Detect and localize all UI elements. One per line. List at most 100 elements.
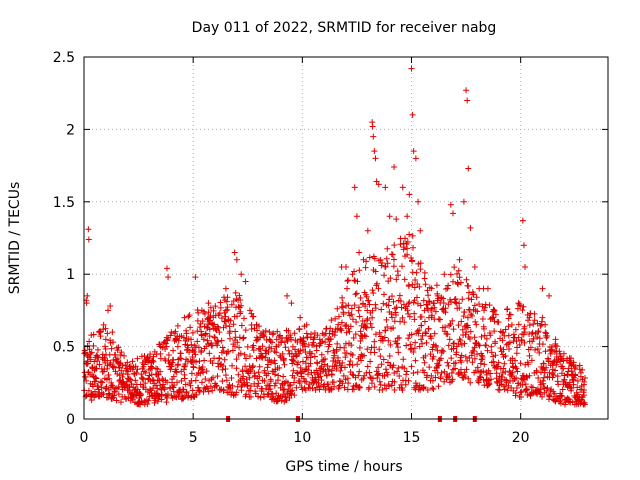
data-point xyxy=(526,314,533,321)
data-point xyxy=(471,344,478,351)
data-point xyxy=(539,341,546,348)
data-point xyxy=(100,391,107,398)
data-point xyxy=(232,328,239,335)
data-point xyxy=(151,399,158,406)
data-point xyxy=(101,354,108,361)
data-point xyxy=(256,363,263,370)
data-point xyxy=(417,227,424,234)
data-point xyxy=(506,346,513,353)
data-point xyxy=(92,378,99,385)
data-point xyxy=(530,321,537,328)
data-point xyxy=(531,310,538,317)
data-point xyxy=(405,283,412,290)
data-point xyxy=(121,352,128,359)
data-point xyxy=(418,336,425,343)
data-point xyxy=(163,265,170,272)
data-point xyxy=(536,349,543,356)
data-point xyxy=(408,331,415,338)
data-point xyxy=(488,349,495,356)
data-point xyxy=(514,305,521,312)
data-point xyxy=(518,336,525,343)
data-point xyxy=(461,340,468,347)
data-point xyxy=(393,276,400,283)
data-point xyxy=(137,391,144,398)
data-point xyxy=(539,285,546,292)
data-point xyxy=(251,380,258,387)
data-point xyxy=(180,334,187,341)
data-point xyxy=(238,302,245,309)
data-point xyxy=(525,317,532,324)
data-point xyxy=(233,389,240,396)
data-point xyxy=(201,357,208,364)
data-point xyxy=(231,343,238,350)
data-point xyxy=(328,385,335,392)
data-point xyxy=(273,349,280,356)
data-point xyxy=(250,313,257,320)
data-point xyxy=(488,343,495,350)
data-point xyxy=(502,368,509,375)
data-point xyxy=(492,352,499,359)
data-point xyxy=(400,244,407,251)
data-point xyxy=(386,296,393,303)
data-point xyxy=(306,381,313,388)
data-point xyxy=(181,393,188,400)
data-point xyxy=(96,361,103,368)
data-point xyxy=(458,359,465,366)
data-point xyxy=(222,307,229,314)
grid xyxy=(84,57,608,419)
data-point xyxy=(308,331,315,338)
data-point xyxy=(572,372,579,379)
data-point xyxy=(260,329,267,336)
data-point xyxy=(291,346,298,353)
data-point xyxy=(420,384,427,391)
data-point xyxy=(93,375,100,382)
data-point xyxy=(284,338,291,345)
data-point xyxy=(288,300,295,307)
data-point xyxy=(362,323,369,330)
data-point xyxy=(528,330,535,337)
data-point xyxy=(581,378,588,385)
data-point xyxy=(391,370,398,377)
data-point xyxy=(204,337,211,344)
data-point xyxy=(542,321,549,328)
data-point xyxy=(504,305,511,312)
data-point xyxy=(480,368,487,375)
data-point xyxy=(481,361,488,368)
data-point xyxy=(303,378,310,385)
data-point xyxy=(264,364,271,371)
data-point xyxy=(386,352,393,359)
data-point xyxy=(207,383,214,390)
data-point xyxy=(404,251,411,258)
data-point xyxy=(207,313,214,320)
data-point xyxy=(387,341,394,348)
data-point xyxy=(521,329,528,336)
data-point xyxy=(447,271,454,278)
data-point xyxy=(139,384,146,391)
data-point xyxy=(438,369,445,376)
y-tick-label: 2 xyxy=(66,122,75,138)
data-point xyxy=(238,271,245,278)
data-point xyxy=(459,326,466,333)
data-point xyxy=(202,376,209,383)
data-point xyxy=(132,377,139,384)
data-point xyxy=(555,381,562,388)
data-point xyxy=(205,341,212,348)
data-point xyxy=(173,369,180,376)
data-point xyxy=(421,318,428,325)
data-point xyxy=(222,285,229,292)
data-point xyxy=(236,292,243,299)
data-point xyxy=(234,313,241,320)
data-point xyxy=(559,386,566,393)
data-point xyxy=(205,388,212,395)
data-point xyxy=(209,321,216,328)
data-point xyxy=(455,322,462,329)
data-point xyxy=(347,323,354,330)
data-point xyxy=(324,363,331,370)
data-point xyxy=(134,355,141,362)
data-point xyxy=(256,373,263,380)
data-point xyxy=(149,376,156,383)
data-point xyxy=(411,310,418,317)
data-point xyxy=(543,364,550,371)
data-point xyxy=(457,279,464,286)
data-point xyxy=(396,292,403,299)
